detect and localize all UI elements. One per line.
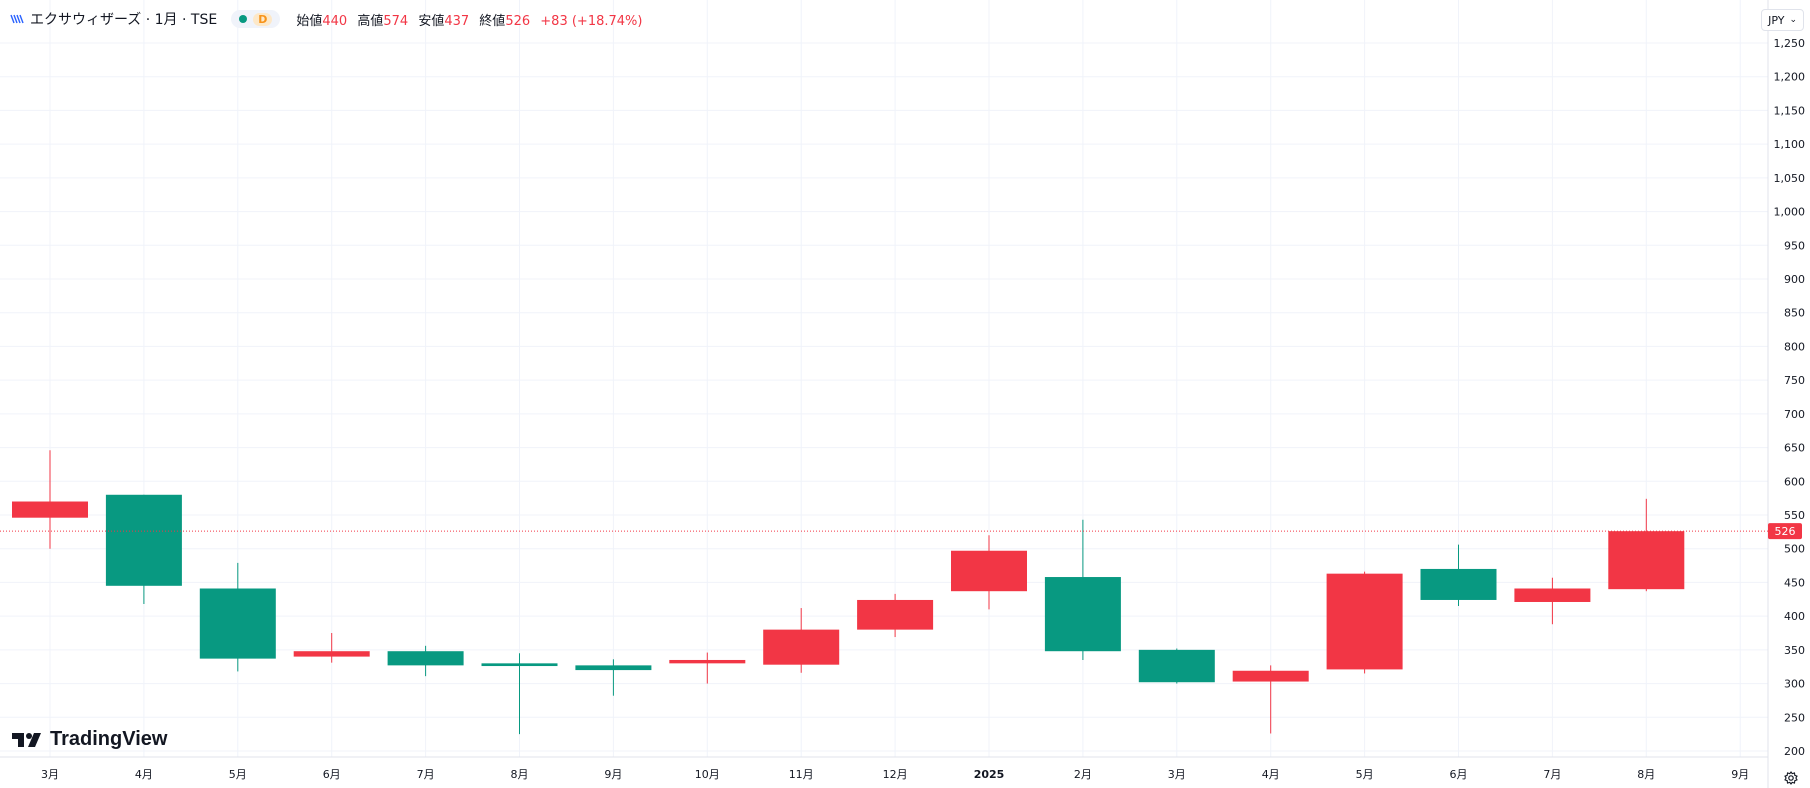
candle-body bbox=[951, 550, 1027, 592]
candle-body bbox=[1420, 568, 1497, 600]
y-tick-label: 1,000 bbox=[1774, 206, 1806, 219]
x-tick-label: 4月 bbox=[135, 768, 153, 781]
gear-icon[interactable] bbox=[1784, 771, 1798, 785]
x-tick-label: 6月 bbox=[1450, 768, 1468, 781]
x-tick-label: 5月 bbox=[229, 768, 247, 781]
symbol-legend: エクサウィザーズ · 1月 · TSE D 始値440 高値574 安値437 … bbox=[10, 8, 648, 30]
x-tick-label: 2025 bbox=[974, 768, 1005, 781]
candle-body bbox=[481, 663, 558, 667]
y-tick-label: 550 bbox=[1784, 509, 1805, 522]
y-tick-label: 450 bbox=[1784, 576, 1805, 589]
x-tick-label: 8月 bbox=[1637, 768, 1655, 781]
high-label: 高値 bbox=[357, 13, 384, 29]
candle-body bbox=[199, 588, 276, 659]
tradingview-logo-icon bbox=[12, 732, 41, 747]
x-tick-label: 9月 bbox=[1731, 768, 1749, 781]
market-status-pill[interactable]: D bbox=[231, 10, 281, 28]
chevron-down-icon: ⌄ bbox=[1789, 15, 1797, 25]
candle-body bbox=[857, 599, 934, 630]
change-value: +83 (+18.74%) bbox=[540, 13, 643, 29]
y-tick-label: 650 bbox=[1784, 442, 1805, 455]
last-price-label: 526 bbox=[1775, 525, 1796, 538]
y-tick-label: 900 bbox=[1784, 273, 1805, 286]
x-tick-label: 12月 bbox=[883, 768, 908, 781]
y-tick-label: 700 bbox=[1784, 408, 1805, 421]
x-tick-label: 7月 bbox=[417, 768, 435, 781]
x-tick-label: 5月 bbox=[1356, 768, 1374, 781]
candle-body bbox=[293, 651, 370, 657]
candle-body bbox=[12, 501, 88, 518]
x-tick-label: 11月 bbox=[789, 768, 814, 781]
y-tick-label: 400 bbox=[1784, 610, 1805, 623]
y-tick-label: 300 bbox=[1784, 678, 1805, 691]
open-value: 440 bbox=[322, 13, 348, 29]
x-tick-label: 10月 bbox=[695, 768, 720, 781]
candle-body bbox=[669, 659, 746, 664]
y-tick-label: 600 bbox=[1784, 475, 1805, 488]
y-tick-label: 1,100 bbox=[1774, 138, 1806, 151]
candle-body bbox=[1138, 649, 1215, 683]
symbol-title[interactable]: エクサウィザーズ · 1月 · TSE bbox=[30, 12, 218, 28]
x-tick-label: 3月 bbox=[1168, 768, 1186, 781]
chart-bars-icon bbox=[10, 12, 24, 26]
high-value: 574 bbox=[383, 13, 409, 29]
y-tick-label: 250 bbox=[1784, 711, 1805, 724]
candle-body bbox=[387, 651, 464, 666]
candle-body bbox=[105, 494, 182, 586]
tradingview-logo[interactable]: TradingView bbox=[12, 728, 167, 751]
y-tick-label: 200 bbox=[1784, 745, 1805, 758]
open-label: 始値 bbox=[296, 13, 323, 29]
candle-body bbox=[1608, 531, 1685, 590]
x-tick-label: 2月 bbox=[1074, 768, 1092, 781]
y-tick-label: 850 bbox=[1784, 307, 1805, 320]
currency-label: JPY bbox=[1768, 13, 1785, 27]
candle-body bbox=[1232, 670, 1309, 682]
y-tick-label: 350 bbox=[1784, 644, 1805, 657]
candle-body bbox=[575, 665, 652, 671]
y-tick-label: 1,250 bbox=[1774, 37, 1806, 50]
low-value: 437 bbox=[444, 13, 470, 29]
candle-body bbox=[1044, 577, 1121, 652]
close-value: 526 bbox=[505, 13, 531, 29]
currency-selector[interactable]: JPY ⌄ bbox=[1761, 9, 1804, 31]
x-tick-label: 7月 bbox=[1543, 768, 1561, 781]
low-label: 安値 bbox=[418, 13, 445, 29]
ohlc-values: 始値440 高値574 安値437 終値526 +83 (+18.74%) bbox=[296, 10, 648, 29]
y-tick-label: 1,050 bbox=[1774, 172, 1806, 185]
logo-text: TradingView bbox=[50, 728, 168, 750]
x-tick-label: 4月 bbox=[1262, 768, 1280, 781]
status-letter: D bbox=[253, 12, 273, 26]
close-label: 終値 bbox=[479, 13, 506, 29]
market-open-dot-icon bbox=[239, 15, 248, 23]
y-tick-label: 950 bbox=[1784, 239, 1805, 252]
x-tick-label: 8月 bbox=[511, 768, 529, 781]
y-tick-label: 500 bbox=[1784, 543, 1805, 556]
y-tick-label: 800 bbox=[1784, 340, 1805, 353]
last-price-badge bbox=[1768, 523, 1802, 540]
y-tick-label: 1,150 bbox=[1774, 104, 1806, 117]
y-tick-label: 1,200 bbox=[1774, 71, 1806, 84]
candle-body bbox=[763, 629, 840, 665]
x-tick-label: 3月 bbox=[41, 768, 59, 781]
candle-body bbox=[1514, 588, 1591, 602]
x-tick-label: 9月 bbox=[604, 768, 622, 781]
candle-body bbox=[1326, 573, 1403, 670]
x-tick-label: 6月 bbox=[323, 768, 341, 781]
y-tick-label: 750 bbox=[1784, 374, 1805, 387]
